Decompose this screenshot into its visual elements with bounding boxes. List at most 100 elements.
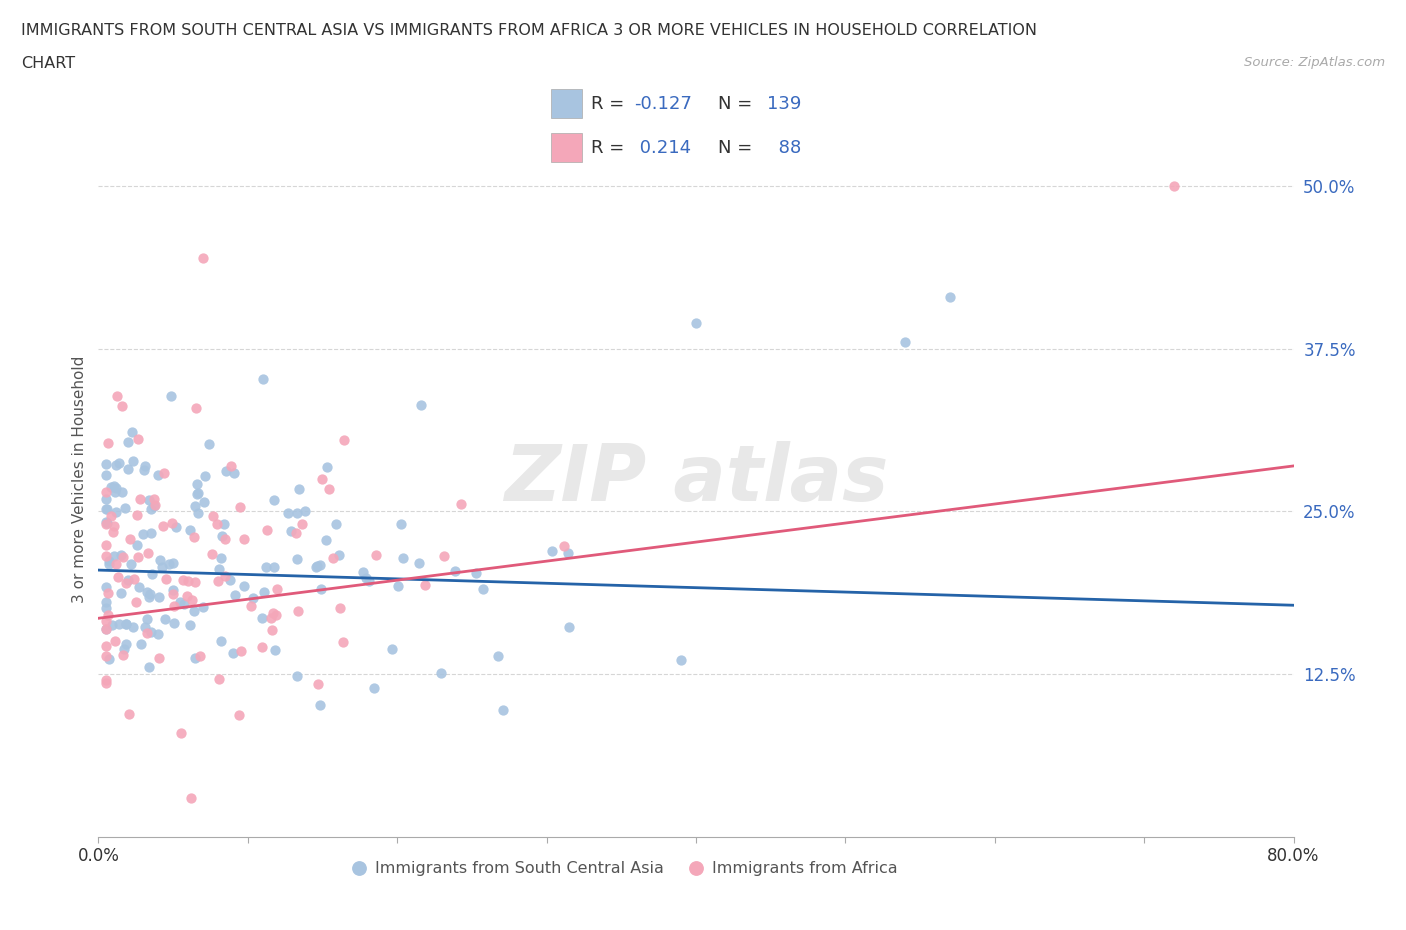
- Point: [122, 619, 145, 634]
- Point: [96, 549, 118, 564]
- Point: [191, 250, 214, 265]
- Point: [212, 517, 235, 532]
- Point: [103, 518, 125, 533]
- Point: [138, 659, 160, 674]
- Point: [163, 598, 186, 613]
- Point: [187, 506, 209, 521]
- Point: [94, 676, 117, 691]
- Point: [250, 640, 273, 655]
- Point: [214, 531, 236, 546]
- Text: CHART: CHART: [21, 56, 75, 71]
- Point: [104, 485, 127, 500]
- Point: [224, 465, 246, 480]
- Point: [136, 612, 159, 627]
- Point: [134, 458, 156, 473]
- Point: [162, 515, 184, 530]
- Point: [142, 492, 165, 507]
- Point: [250, 610, 273, 625]
- Point: [127, 432, 149, 446]
- Point: [125, 595, 148, 610]
- Point: [233, 531, 256, 546]
- Point: [357, 574, 380, 589]
- Point: [307, 558, 329, 573]
- Point: [103, 479, 125, 494]
- Point: [170, 726, 193, 741]
- Point: [117, 434, 139, 449]
- Text: 0.214: 0.214: [634, 139, 692, 156]
- Point: [363, 681, 385, 696]
- Point: [315, 532, 337, 547]
- Point: [94, 457, 117, 472]
- Point: [285, 525, 308, 540]
- Point: [353, 565, 375, 579]
- Point: [155, 571, 177, 586]
- Text: Source: ZipAtlas.com: Source: ZipAtlas.com: [1244, 56, 1385, 69]
- Point: [146, 468, 169, 483]
- Point: [100, 480, 122, 495]
- Point: [186, 476, 208, 491]
- Point: [152, 519, 174, 534]
- Text: R =: R =: [591, 95, 630, 113]
- Point: [136, 625, 159, 640]
- Point: [127, 550, 149, 565]
- Point: [100, 508, 122, 523]
- Text: IMMIGRANTS FROM SOUTH CENTRAL ASIA VS IMMIGRANTS FROM AFRICA 3 OR MORE VEHICLES : IMMIGRANTS FROM SOUTH CENTRAL ASIA VS IM…: [21, 23, 1038, 38]
- Point: [94, 468, 117, 483]
- Point: [134, 619, 156, 634]
- Point: [328, 548, 350, 563]
- Point: [111, 398, 134, 413]
- Text: R =: R =: [591, 139, 630, 156]
- Point: [96, 601, 118, 616]
- Point: [311, 472, 333, 486]
- Point: [486, 648, 509, 663]
- Point: [104, 458, 127, 472]
- Point: [205, 517, 228, 532]
- Point: [433, 549, 456, 564]
- Point: [179, 523, 201, 538]
- Point: [186, 486, 208, 501]
- Point: [134, 462, 156, 477]
- Point: [211, 528, 233, 543]
- Point: [181, 593, 204, 608]
- Point: [97, 586, 120, 601]
- Point: [233, 579, 256, 594]
- Point: [266, 607, 288, 622]
- Point: [277, 506, 299, 521]
- Point: [142, 498, 165, 513]
- Point: [94, 649, 117, 664]
- Point: [173, 596, 195, 611]
- Point: [253, 584, 276, 599]
- Text: N =: N =: [717, 139, 758, 156]
- Point: [183, 529, 205, 544]
- Point: [194, 469, 217, 484]
- Point: [218, 573, 240, 588]
- Point: [103, 633, 125, 648]
- Point: [408, 556, 430, 571]
- Bar: [551, 89, 582, 118]
- Point: [146, 626, 169, 641]
- Point: [214, 463, 236, 478]
- Point: [122, 454, 145, 469]
- Point: [165, 520, 187, 535]
- Point: [172, 573, 194, 588]
- Point: [389, 516, 412, 531]
- Point: [492, 703, 515, 718]
- Point: [307, 677, 329, 692]
- Text: N =: N =: [717, 95, 758, 113]
- Point: [557, 545, 579, 560]
- Point: [96, 516, 118, 531]
- Y-axis label: 3 or more Vehicles in Household: 3 or more Vehicles in Household: [72, 355, 87, 603]
- Point: [139, 587, 162, 602]
- Point: [98, 553, 121, 568]
- Point: [104, 481, 127, 496]
- Text: 88: 88: [768, 139, 801, 156]
- Point: [129, 637, 152, 652]
- Point: [118, 532, 141, 547]
- Point: [97, 607, 120, 622]
- Point: [150, 559, 173, 574]
- Point: [364, 547, 387, 562]
- Point: [110, 548, 132, 563]
- Point: [153, 465, 176, 480]
- Point: [141, 502, 163, 517]
- Point: [112, 550, 135, 565]
